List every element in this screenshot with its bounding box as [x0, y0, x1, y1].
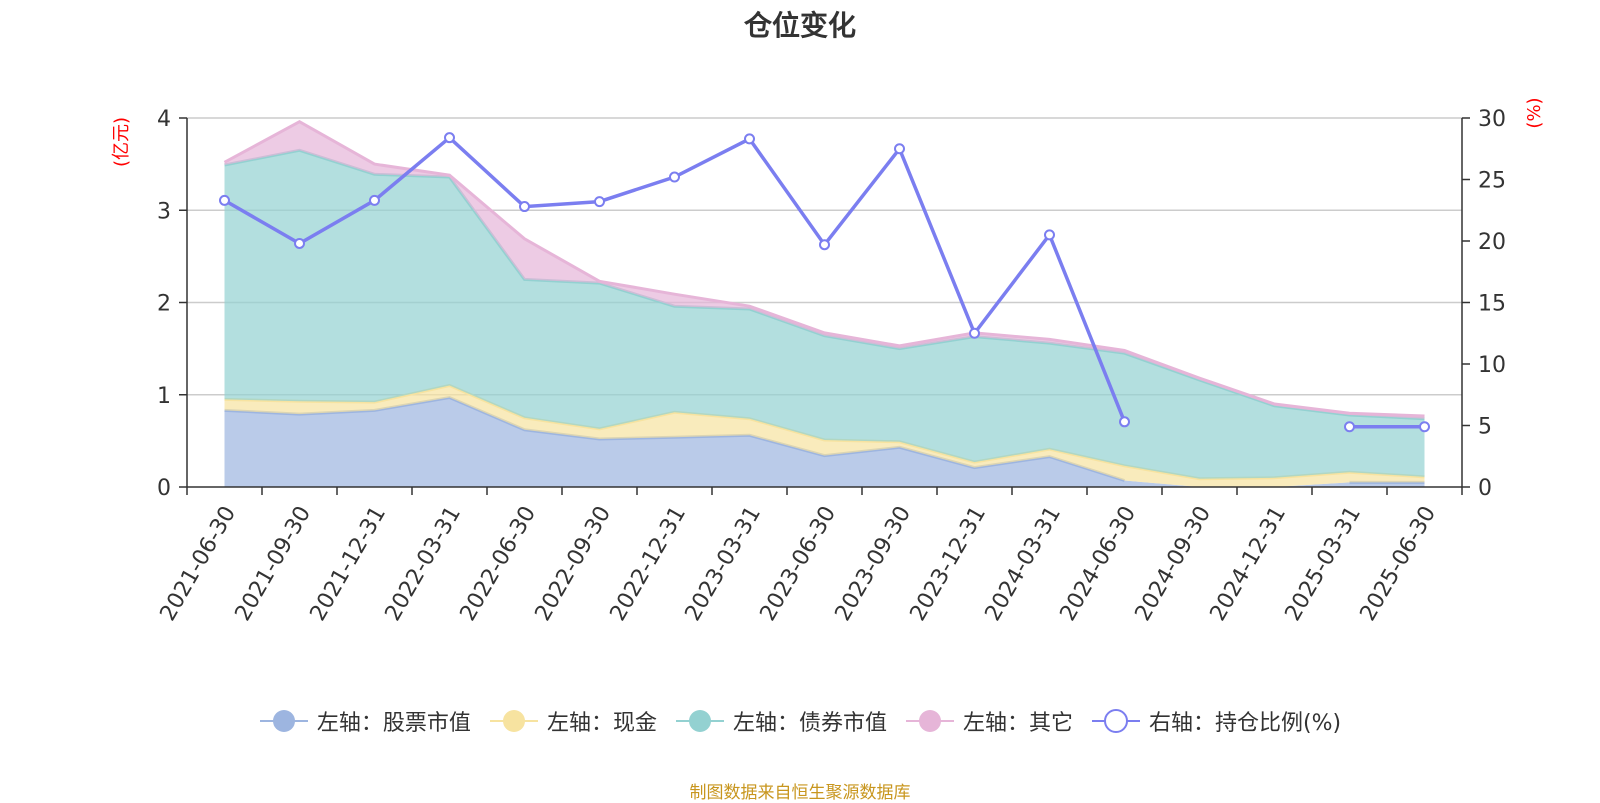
x-tick-label: 2025-03-31	[1281, 502, 1367, 625]
x-tick-label: 2023-12-31	[906, 502, 992, 625]
x-tick-label: 2021-06-30	[156, 502, 242, 625]
legend-item[interactable]: 左轴：债券市值	[675, 705, 887, 737]
y-right-tick-label: 15	[1478, 292, 1506, 317]
legend: 左轴：股票市值 左轴：现金 左轴：债券市值 左轴：其它 右轴：持仓比例(%)	[0, 705, 1600, 737]
legend-marker-icon	[905, 710, 954, 732]
x-tick-label: 2021-09-30	[231, 502, 317, 625]
x-tick-label: 2023-03-31	[681, 502, 767, 625]
legend-label: 左轴：现金	[546, 711, 657, 736]
y-left-tick-label: 0	[157, 476, 171, 501]
legend-marker-icon	[675, 710, 724, 732]
line-point	[669, 171, 680, 183]
line-point	[519, 201, 530, 213]
x-tick-label: 2024-12-31	[1206, 502, 1292, 625]
legend-label: 左轴：股票市值	[316, 711, 471, 736]
x-tick-label: 2024-06-30	[1056, 502, 1142, 625]
y-right-tick-label: 30	[1478, 107, 1506, 132]
x-tick-label: 2023-06-30	[756, 502, 842, 625]
line-point	[1344, 421, 1355, 433]
y-left-tick-label: 2	[157, 292, 171, 317]
x-tick-label: 2022-09-30	[531, 502, 617, 625]
legend-item[interactable]: 左轴：现金	[489, 705, 657, 737]
x-tick-label: 2023-09-30	[831, 502, 917, 625]
y-right-tick-label: 20	[1478, 230, 1506, 255]
line-point	[594, 196, 605, 208]
area-左轴：债券市值	[224, 150, 1425, 479]
y-right-tick-label: 10	[1478, 353, 1506, 378]
line-point	[1419, 421, 1430, 433]
x-tick-label: 2024-09-30	[1131, 502, 1217, 625]
y-left-tick-label: 1	[157, 384, 171, 409]
y-left-axis-title: (亿元)	[111, 117, 132, 167]
chart-title: 仓位变化	[743, 9, 856, 42]
line-point	[744, 133, 755, 145]
line-point	[1044, 229, 1055, 241]
line-point	[819, 239, 830, 251]
x-tick-label: 2022-12-31	[606, 502, 692, 625]
y-left-tick-label: 4	[157, 107, 171, 132]
line-point	[219, 194, 230, 206]
x-tick-label: 2024-03-31	[981, 502, 1067, 625]
legend-marker-icon	[489, 710, 538, 732]
y-right-tick-label: 25	[1478, 169, 1506, 194]
line-point	[444, 132, 455, 144]
area-edge-左轴：其它	[223, 119, 1425, 418]
line-point	[369, 194, 380, 206]
legend-label: 右轴：持仓比例(%)	[1148, 711, 1342, 736]
x-tick-label: 2021-12-31	[306, 502, 392, 625]
x-tick-label: 2022-06-30	[456, 502, 542, 625]
legend-marker-icon	[1091, 709, 1140, 733]
y-right-tick-label: 0	[1478, 476, 1492, 501]
legend-label: 左轴：债券市值	[732, 711, 887, 736]
line-point	[1119, 416, 1130, 428]
legend-item[interactable]: 左轴：股票市值	[259, 705, 471, 737]
legend-marker-icon	[259, 710, 308, 732]
source-footer: 制图数据来自恒生聚源数据库	[689, 783, 911, 803]
y-left-tick-label: 3	[157, 199, 171, 224]
y-right-tick-label: 5	[1478, 415, 1492, 440]
legend-label: 左轴：其它	[962, 711, 1073, 736]
area-左轴：股票市值	[224, 397, 1425, 487]
area-左轴：其它	[224, 121, 1425, 419]
x-tick-label: 2025-06-30	[1356, 502, 1442, 625]
line-point	[969, 327, 980, 339]
legend-item[interactable]: 左轴：其它	[905, 705, 1073, 737]
line-point	[294, 237, 305, 249]
x-tick-label: 2022-03-31	[381, 502, 467, 625]
y-right-axis-title: (%)	[1524, 97, 1545, 128]
legend-item[interactable]: 右轴：持仓比例(%)	[1091, 705, 1341, 737]
line-point	[894, 143, 905, 155]
